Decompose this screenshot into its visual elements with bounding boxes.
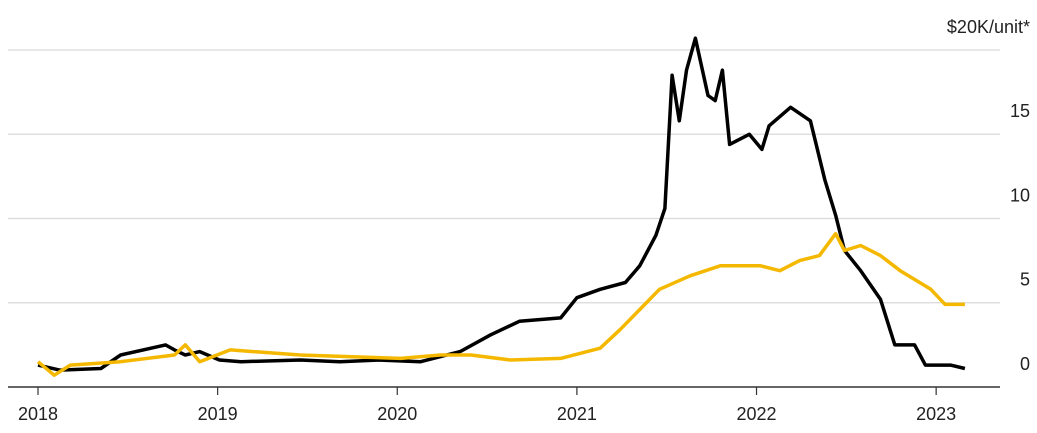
x-tick-label: 2022 [736, 404, 776, 424]
x-tick-label: 2023 [916, 404, 956, 424]
x-tick-label: 2018 [18, 404, 58, 424]
x-tick-label: 2021 [557, 404, 597, 424]
line-series [36, 231, 965, 377]
y-tick-label: 0 [1020, 354, 1030, 374]
line-series [37, 36, 966, 372]
x-tick-label: 2019 [198, 404, 238, 424]
x-tick-label: 2020 [377, 404, 417, 424]
y-tick-label: $20K/unit* [947, 17, 1030, 37]
y-tick-label: 5 [1020, 270, 1030, 290]
y-tick-label: 15 [1010, 101, 1030, 121]
y-tick-label: 10 [1010, 185, 1030, 205]
